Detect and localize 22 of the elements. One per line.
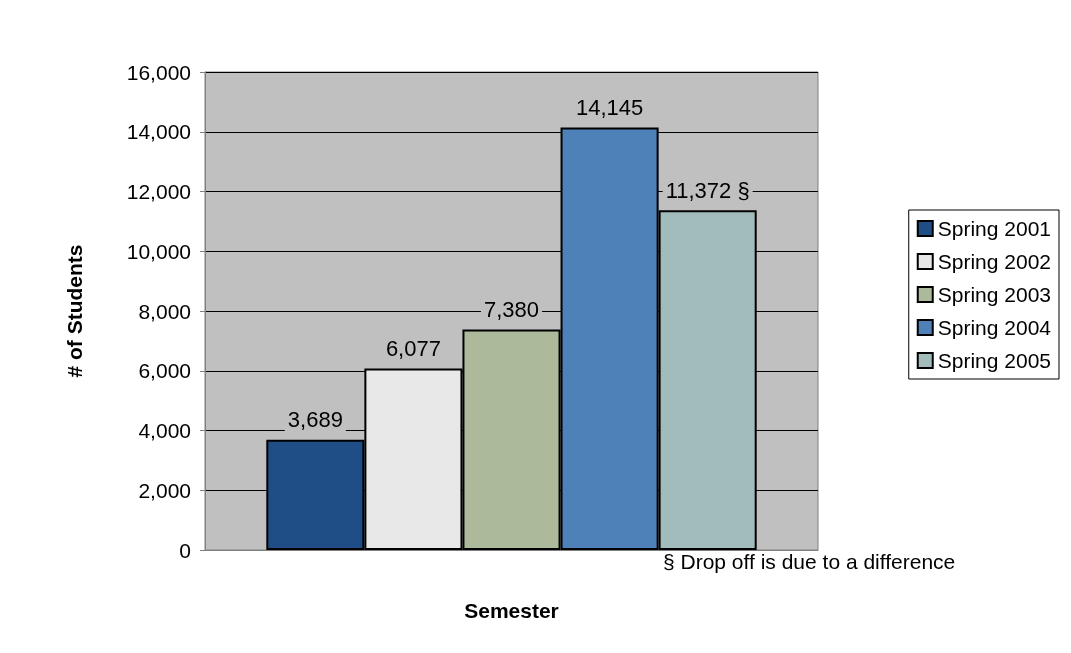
data-label: 7,380 [483, 297, 540, 323]
data-label: 14,145 [575, 94, 644, 120]
legend-label: Spring 2002 [937, 250, 1052, 273]
data-label: 11,372 § [665, 177, 750, 203]
legend-label: Spring 2003 [937, 283, 1052, 306]
data-label: 6,077 [385, 335, 441, 361]
y-tick-label: 4,000 [138, 419, 191, 442]
y-tick-label: 8,000 [138, 299, 191, 323]
legend-label: Spring 2005 [937, 349, 1052, 372]
y-axis-title: # of Students [63, 244, 86, 378]
y-tick-label: 10,000 [126, 239, 191, 263]
legend-label: Spring 2004 [937, 316, 1052, 339]
y-tick-label: 14,000 [126, 120, 191, 144]
y-tick-label: 16,000 [126, 60, 191, 84]
y-tick-label: 12,000 [126, 180, 191, 203]
y-tick-label: 6,000 [138, 359, 191, 383]
annotation: § Drop off is due to a difference [663, 550, 956, 573]
y-tick-label: 2,000 [138, 478, 191, 502]
y-tick-label: 0 [179, 538, 191, 562]
legend-label: Spring 2001 [937, 217, 1052, 240]
x-axis-title: Semester [464, 599, 559, 622]
data-label: 3,689 [287, 407, 343, 433]
